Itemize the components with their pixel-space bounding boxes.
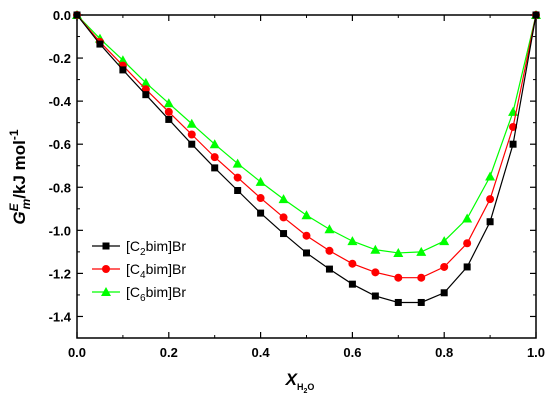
y-tick-label: -1.2 [49,266,71,281]
data-point [417,298,425,306]
data-point [393,247,404,257]
series-layer [72,10,541,306]
data-point [371,268,380,277]
data-point [301,210,312,220]
data-point [210,153,219,162]
data-point [509,140,517,148]
data-point [325,246,334,255]
data-point [440,289,448,297]
data-point [142,91,150,99]
series-c2 [73,11,540,306]
data-point [417,273,426,282]
data-point [302,231,311,240]
y-tick-label: -0.6 [49,137,71,152]
data-point [509,122,518,131]
data-point [96,40,104,48]
data-point [486,218,494,226]
legend: [C2bim]Br [C4bim]Br [C6bim]Br [92,238,186,304]
legend-item-c2: [C2bim]Br [92,238,186,258]
data-point [256,194,265,203]
data-point [325,265,333,273]
data-point [233,173,242,182]
data-point [394,298,402,306]
series-c4 [73,11,540,282]
y-tick-label: -1.4 [49,309,72,324]
data-point [394,273,403,282]
data-point [485,171,496,181]
data-point [279,213,288,222]
data-point [232,158,243,168]
x-tick-label: 0.8 [435,345,453,360]
legend-label-c4: [C4bim]Br [126,261,186,281]
data-point [463,239,472,248]
series-line-c2 [76,14,537,304]
data-point [371,292,379,300]
data-point [117,55,128,65]
data-point [187,130,196,139]
legend-marker-c2 [102,242,110,250]
y-tick-label: -0.4 [49,94,72,109]
data-point [257,209,265,217]
data-point [416,246,427,256]
data-point [440,262,449,271]
data-point [165,115,173,123]
data-point [211,164,219,172]
data-point [347,236,358,246]
legend-item-c6: [C6bim]Br [92,284,186,304]
data-point [164,107,173,116]
data-point [209,139,220,149]
data-point [278,194,289,204]
legend-marker-c4 [102,265,110,273]
x-tick-label: 0.2 [160,345,178,360]
data-point [463,263,471,271]
data-point [280,230,288,238]
series-c6 [72,10,541,257]
y-tick-label: -0.2 [49,51,71,66]
data-point [140,77,151,87]
y-axis-title: GEm/kJ mol-1 [7,129,33,225]
y-tick-label: -1.0 [49,223,71,238]
data-point [532,11,540,19]
x-tick-label: 0.6 [343,345,361,360]
data-point [348,259,357,268]
legend-label-c6: [C6bim]Br [126,284,186,304]
data-point [234,186,242,194]
legend-marker-c6 [101,287,111,296]
data-point [324,224,335,234]
y-tick-label: -0.8 [49,180,71,195]
data-point [439,236,450,246]
data-point [188,140,196,148]
tick-labels: 0.0 0.2 0.4 0.6 0.8 1.0 0.0 -0.2 -0.4 -0.6 -0.8 -1.… [49,8,545,360]
x-tick-label: 1.0 [527,345,545,360]
data-point [462,213,473,223]
data-point [255,176,266,186]
data-point [486,195,495,204]
data-point [119,66,127,74]
data-point [303,249,310,257]
legend-item-c4: [C4bim]Br [92,261,186,281]
y-tick-label: 0.0 [53,8,71,23]
x-tick-label: 0.0 [68,345,86,360]
x-tick-label: 0.4 [252,345,271,360]
x-axis-title: XH2O [285,370,315,395]
legend-label-c2: [C2bim]Br [126,238,186,258]
data-point [186,118,197,128]
data-point [370,244,381,254]
data-point [73,11,81,19]
data-point [163,98,174,108]
data-point [348,280,356,288]
